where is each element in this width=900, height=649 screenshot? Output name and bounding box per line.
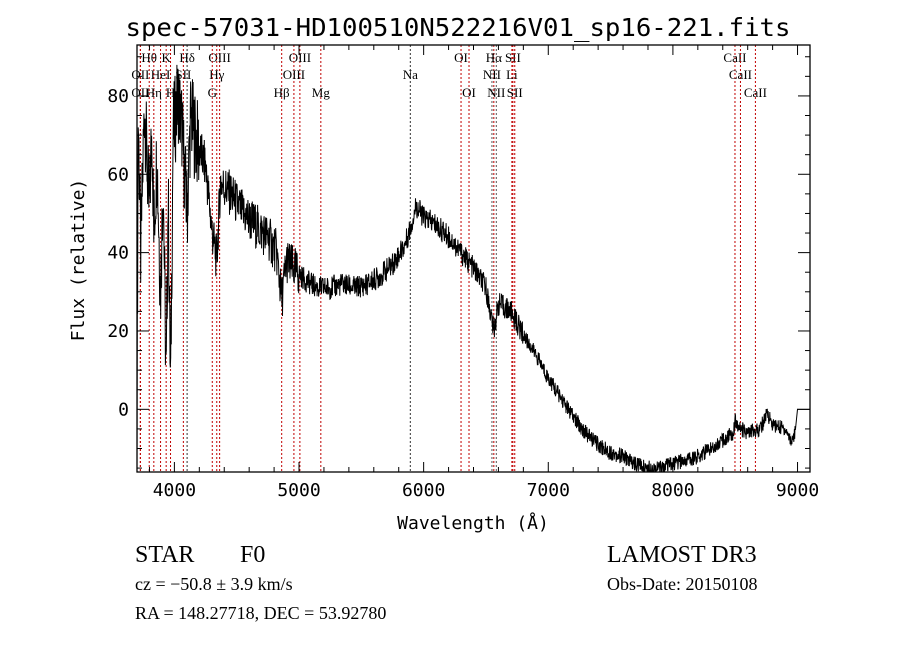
x-tick-label: 8000 [651, 480, 694, 501]
spectrum-series [136, 64, 810, 473]
spectral-line-label: OIII [289, 50, 311, 65]
spectral-line-label: OIII [283, 67, 305, 82]
spectral-line-label: K [161, 50, 171, 65]
spectral-line-label: Hθ [141, 50, 157, 65]
y-tick-label: 60 [107, 164, 129, 185]
spectral-line-label: CaII [744, 85, 767, 100]
coordinates: RA = 148.27718, DEC = 53.92780 [135, 603, 386, 623]
plot-frame [136, 44, 811, 473]
y-tick-label: 0 [118, 399, 129, 420]
spectral-line-label: H [166, 85, 175, 100]
spectral-line-label: Mg [312, 85, 331, 100]
spectral-line-label: NII [483, 67, 501, 82]
redshift-cz: cz = −50.8 ± 3.9 km/s [135, 574, 293, 594]
spectral-line-label: CaII [723, 50, 746, 65]
axes: 4000 5000 6000 7000 8000 9000 0 20 40 60 80 [107, 45, 819, 501]
spectral-line-label: Hγ [209, 67, 224, 82]
observation-date: Obs-Date: 20150108 [607, 574, 757, 594]
spectral-line-label: Li [506, 67, 518, 82]
spectral-line-label: OI [454, 50, 468, 65]
spectral-line-label: G [208, 85, 217, 100]
spectral-line-label: CaII [729, 67, 752, 82]
spectral-line-label: Hβ [274, 85, 290, 100]
x-tick-label: 6000 [402, 480, 445, 501]
spectral-line-label: Hα [486, 50, 502, 65]
survey-name: LAMOST DR3 [607, 542, 757, 568]
y-tick-label: 40 [107, 243, 129, 264]
object-class: STAR [135, 542, 194, 568]
spectrum-line [136, 64, 810, 473]
spectral-line-label: OI [462, 85, 476, 100]
x-tick-label: 5000 [277, 480, 320, 501]
x-tick-label: 7000 [527, 480, 570, 501]
spectral-line-label: OIII [208, 50, 230, 65]
spectral-line-label: NII [487, 85, 505, 100]
object-subclass: F0 [240, 542, 265, 568]
spectral-line-label: SII [507, 85, 523, 100]
y-tick-label: 20 [107, 321, 129, 342]
x-axis-label: Wavelength (Å) [397, 512, 549, 534]
x-tick-label: 9000 [776, 480, 819, 501]
spectral-line-label: Hδ [179, 50, 195, 65]
spectral-line-label: Hη [146, 85, 162, 100]
chart-title: spec-57031-HD100510N522216V01_sp16-221.f… [126, 13, 791, 42]
x-tick-label: 4000 [153, 480, 196, 501]
spectral-line-label: Na [403, 67, 418, 82]
y-tick-label: 80 [107, 86, 129, 107]
spectral-line-label: HeI [151, 67, 171, 82]
spectral-line-label: SII [505, 50, 521, 65]
y-axis-label: Flux (relative) [68, 179, 89, 342]
